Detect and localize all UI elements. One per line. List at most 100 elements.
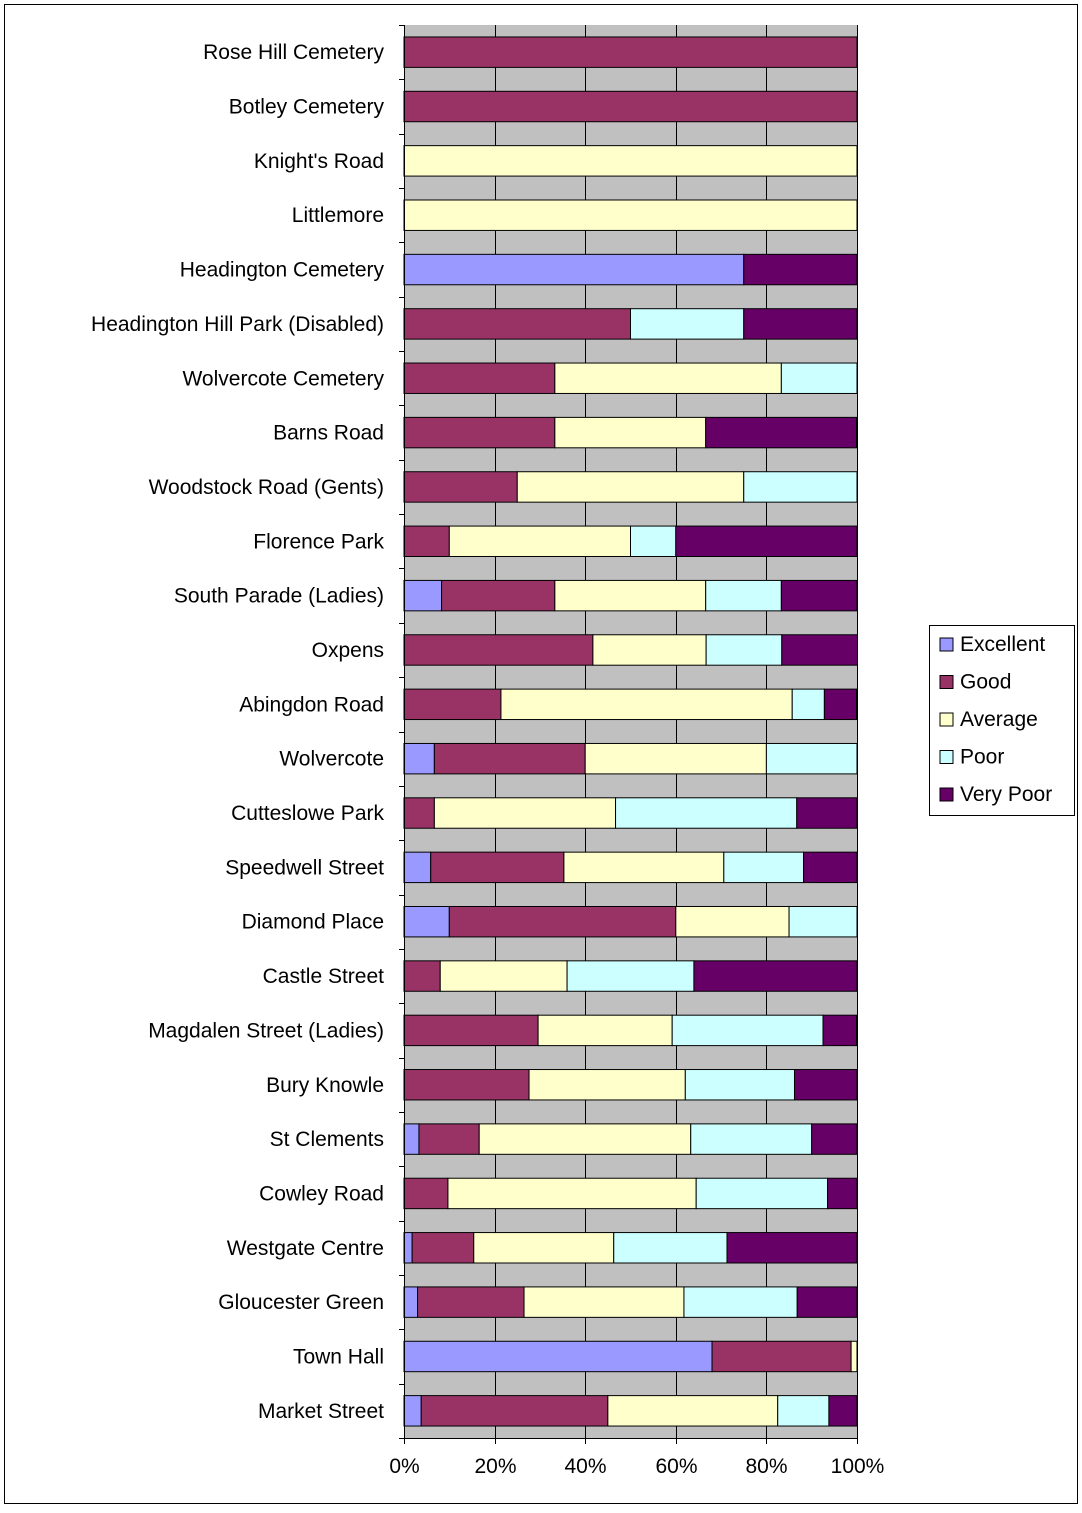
bar-segment-excellent <box>403 1340 713 1373</box>
bar-segment-very-poor <box>780 579 858 612</box>
category-label: Rose Hill Cemetery <box>203 41 384 64</box>
bar-segment-good <box>430 851 565 884</box>
bar-segment-good <box>403 362 556 394</box>
bar-segment-average <box>448 525 631 558</box>
category-label: Littlemore <box>292 204 384 227</box>
x-tick-label: 100% <box>831 1455 885 1478</box>
category-label: Headington Cemetery <box>180 259 385 282</box>
bar-segment-excellent <box>403 851 432 884</box>
bar-segment-average <box>403 145 858 177</box>
bar-segment-excellent <box>403 1286 419 1318</box>
bar-segment-average <box>523 1286 685 1318</box>
bar-segment-good <box>403 1177 449 1210</box>
bar-segment-very-poor <box>822 1014 858 1047</box>
bar-segment-poor <box>765 742 858 775</box>
bar-segment-very-poor <box>828 1395 858 1427</box>
bar-segment-average <box>516 471 745 503</box>
legend-label: Average <box>960 708 1038 731</box>
bar-segment-average <box>439 960 568 992</box>
legend-label: Very Poor <box>960 783 1052 806</box>
x-tick-label: 20% <box>474 1455 516 1478</box>
bar-segment-good <box>403 471 518 503</box>
bar-segment-average <box>850 1340 858 1373</box>
bar-segment-poor <box>630 525 677 558</box>
bar-segment-good <box>403 36 858 68</box>
bars <box>403 36 858 1427</box>
legend-box <box>929 625 1075 816</box>
bar-segment-excellent <box>403 1395 422 1427</box>
bar-segment-good <box>403 308 631 340</box>
bar-segment-good <box>417 1286 525 1318</box>
bar-segment-good <box>420 1395 609 1427</box>
bar-segment-good <box>403 1069 530 1101</box>
bar-segment-very-poor <box>781 634 858 666</box>
category-label: Oxpens <box>312 639 384 662</box>
bar-segment-good <box>403 90 858 123</box>
x-axis: 0% 20% 40% 60% 80% 100% <box>389 1438 884 1478</box>
bar-segment-very-poor <box>743 253 858 286</box>
bar-segment-poor <box>671 1014 824 1047</box>
category-label: Magdalen Street (Ladies) <box>148 1019 384 1042</box>
legend-swatch <box>939 675 954 689</box>
category-label: Gloucester Green <box>218 1291 384 1314</box>
category-label: Westgate Centre <box>227 1237 384 1260</box>
legend-label: Poor <box>960 746 1004 769</box>
bar-segment-average <box>433 797 617 829</box>
bar-segment-good <box>418 1123 480 1155</box>
category-label: Headington Hill Park (Disabled) <box>91 313 384 336</box>
bar-segment-good <box>403 1014 539 1047</box>
bar-segment-very-poor <box>796 797 858 829</box>
category-label: Barns Road <box>273 422 384 445</box>
category-label: Wolvercote <box>279 748 384 771</box>
legend-swatch <box>939 750 954 764</box>
category-label: Wolvercote Cemetery <box>182 367 384 390</box>
bar-segment-poor <box>613 1232 728 1264</box>
bar-segment-average <box>554 362 782 394</box>
bar-segment-average <box>554 579 707 612</box>
plot-area <box>404 25 857 1438</box>
category-label: Cutteslowe Park <box>231 802 384 825</box>
bar-segment-poor <box>743 471 858 503</box>
bar-segment-very-poor <box>803 851 858 884</box>
category-label: Abingdon Road <box>239 693 384 716</box>
bar-segment-very-poor <box>705 416 858 449</box>
bar-segment-good <box>403 960 441 992</box>
category-label: Bury Knowle <box>266 1074 384 1097</box>
bar-segment-good <box>711 1340 852 1373</box>
bar-segment-average <box>675 905 790 938</box>
bar-segment-excellent <box>403 742 435 775</box>
bar-segment-excellent <box>403 1123 420 1155</box>
category-label: Woodstock Road (Gents) <box>149 476 384 499</box>
bar-segment-good <box>403 688 502 721</box>
bar-segment-average <box>500 688 793 721</box>
bar-segment-very-poor <box>675 525 858 558</box>
bar-segment-good <box>441 579 556 612</box>
category-label: Botley Cemetery <box>229 96 385 119</box>
bar-segment-average <box>478 1123 692 1155</box>
x-tick-label: 0% <box>389 1455 419 1478</box>
bar-segment-poor <box>777 1395 830 1427</box>
x-tick-label: 60% <box>655 1455 697 1478</box>
bar-segment-very-poor <box>827 1177 858 1210</box>
bar-segment-excellent <box>403 253 745 286</box>
bar-segment-good <box>403 797 435 829</box>
bar-segment-poor <box>690 1123 813 1155</box>
x-tick-label: 40% <box>564 1455 606 1478</box>
bar-segment-good <box>403 634 594 666</box>
bar-segment-very-poor <box>823 688 858 721</box>
bar-segment-good <box>411 1232 475 1264</box>
bar-segment-good <box>448 905 677 938</box>
x-tick-label: 80% <box>745 1455 787 1478</box>
category-label: Knight's Road <box>254 150 384 173</box>
bar-segment-very-poor <box>793 1069 858 1101</box>
bar-segment-poor <box>723 851 805 884</box>
bar-segment-very-poor <box>811 1123 858 1155</box>
category-label: Market Street <box>258 1400 384 1423</box>
bar-segment-very-poor <box>726 1232 858 1264</box>
bar-segment-excellent <box>403 905 450 938</box>
category-label: St Clements <box>270 1128 384 1151</box>
bar-segment-poor <box>788 905 858 938</box>
bar-segment-average <box>563 851 725 884</box>
